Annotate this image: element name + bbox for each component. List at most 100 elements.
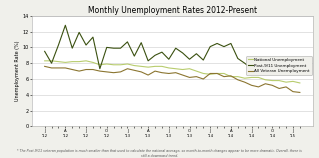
- Post-9/11 Unemployment: [174, 47, 178, 49]
- Post-9/11 Unemployment: [63, 24, 67, 26]
- National Unemployment: [98, 64, 102, 66]
- National Unemployment: [236, 76, 240, 78]
- Post-9/11 Unemployment: [119, 47, 122, 49]
- National Unemployment: [160, 65, 164, 67]
- All Veteran Unemployment: [277, 88, 281, 89]
- Post-9/11 Unemployment: [188, 58, 191, 60]
- Post-9/11 Unemployment: [84, 44, 88, 46]
- National Unemployment: [284, 81, 288, 83]
- All Veteran Unemployment: [167, 73, 171, 74]
- Post-9/11 Unemployment: [50, 62, 54, 64]
- National Unemployment: [139, 65, 143, 67]
- Post-9/11 Unemployment: [132, 55, 136, 57]
- Legend: National Unemployment, Post-9/11 Unemployment, All Veteran Unemployment: National Unemployment, Post-9/11 Unemplo…: [246, 56, 312, 75]
- Post-9/11 Unemployment: [77, 31, 81, 33]
- National Unemployment: [105, 63, 109, 65]
- Post-9/11 Unemployment: [229, 43, 233, 44]
- National Unemployment: [188, 68, 191, 70]
- Post-9/11 Unemployment: [291, 62, 295, 64]
- All Veteran Unemployment: [284, 86, 288, 88]
- National Unemployment: [84, 60, 88, 62]
- All Veteran Unemployment: [63, 67, 67, 69]
- All Veteran Unemployment: [84, 69, 88, 70]
- National Unemployment: [271, 80, 274, 82]
- National Unemployment: [195, 70, 198, 72]
- Post-9/11 Unemployment: [153, 54, 157, 56]
- All Veteran Unemployment: [50, 67, 54, 69]
- National Unemployment: [112, 64, 115, 66]
- National Unemployment: [208, 73, 212, 75]
- All Veteran Unemployment: [77, 70, 81, 72]
- National Unemployment: [63, 61, 67, 63]
- All Veteran Unemployment: [112, 72, 115, 74]
- Post-9/11 Unemployment: [43, 50, 47, 52]
- National Unemployment: [298, 82, 302, 84]
- All Veteran Unemployment: [271, 84, 274, 86]
- Post-9/11 Unemployment: [146, 60, 150, 62]
- Post-9/11 Unemployment: [112, 47, 115, 49]
- Post-9/11 Unemployment: [56, 44, 60, 46]
- All Veteran Unemployment: [125, 68, 129, 70]
- Line: All Veteran Unemployment: All Veteran Unemployment: [45, 66, 300, 92]
- All Veteran Unemployment: [132, 69, 136, 71]
- Post-9/11 Unemployment: [263, 65, 267, 67]
- All Veteran Unemployment: [146, 74, 150, 76]
- All Veteran Unemployment: [43, 65, 47, 67]
- All Veteran Unemployment: [208, 73, 212, 74]
- Post-9/11 Unemployment: [298, 58, 302, 59]
- All Veteran Unemployment: [250, 84, 254, 86]
- National Unemployment: [50, 60, 54, 62]
- All Veteran Unemployment: [153, 70, 157, 72]
- All Veteran Unemployment: [298, 91, 302, 93]
- Post-9/11 Unemployment: [243, 62, 247, 64]
- National Unemployment: [256, 76, 260, 78]
- National Unemployment: [229, 76, 233, 78]
- Post-9/11 Unemployment: [236, 58, 240, 59]
- All Veteran Unemployment: [70, 69, 74, 70]
- Post-9/11 Unemployment: [167, 58, 171, 60]
- All Veteran Unemployment: [236, 79, 240, 81]
- All Veteran Unemployment: [263, 83, 267, 85]
- National Unemployment: [277, 80, 281, 82]
- National Unemployment: [215, 73, 219, 74]
- National Unemployment: [174, 68, 178, 70]
- Post-9/11 Unemployment: [195, 53, 198, 55]
- Post-9/11 Unemployment: [284, 62, 288, 64]
- All Veteran Unemployment: [188, 76, 191, 78]
- National Unemployment: [43, 60, 47, 62]
- All Veteran Unemployment: [215, 73, 219, 74]
- All Veteran Unemployment: [174, 72, 178, 74]
- All Veteran Unemployment: [243, 81, 247, 83]
- Post-9/11 Unemployment: [222, 46, 226, 48]
- Post-9/11 Unemployment: [271, 63, 274, 65]
- Line: Post-9/11 Unemployment: Post-9/11 Unemployment: [45, 25, 300, 70]
- Y-axis label: Unemployment Rate (%): Unemployment Rate (%): [15, 41, 20, 101]
- National Unemployment: [291, 80, 295, 82]
- Text: * The Post-9/11 veteran population is much smaller than that used to calculate t: * The Post-9/11 veteran population is mu…: [17, 149, 302, 158]
- All Veteran Unemployment: [201, 78, 205, 80]
- Post-9/11 Unemployment: [201, 59, 205, 61]
- Post-9/11 Unemployment: [181, 52, 184, 54]
- Post-9/11 Unemployment: [250, 68, 254, 70]
- National Unemployment: [70, 61, 74, 63]
- All Veteran Unemployment: [98, 70, 102, 72]
- National Unemployment: [91, 61, 95, 63]
- National Unemployment: [243, 77, 247, 79]
- Post-9/11 Unemployment: [160, 51, 164, 53]
- All Veteran Unemployment: [160, 72, 164, 74]
- Post-9/11 Unemployment: [98, 68, 102, 70]
- Title: Monthly Unemployment Rates 2012-Present: Monthly Unemployment Rates 2012-Present: [88, 6, 257, 15]
- National Unemployment: [153, 65, 157, 67]
- All Veteran Unemployment: [229, 75, 233, 77]
- Post-9/11 Unemployment: [91, 36, 95, 38]
- National Unemployment: [56, 61, 60, 63]
- National Unemployment: [263, 79, 267, 81]
- All Veteran Unemployment: [256, 86, 260, 88]
- National Unemployment: [201, 73, 205, 74]
- Post-9/11 Unemployment: [125, 41, 129, 43]
- Post-9/11 Unemployment: [208, 46, 212, 48]
- All Veteran Unemployment: [291, 91, 295, 93]
- All Veteran Unemployment: [91, 69, 95, 70]
- All Veteran Unemployment: [195, 76, 198, 78]
- Post-9/11 Unemployment: [70, 47, 74, 49]
